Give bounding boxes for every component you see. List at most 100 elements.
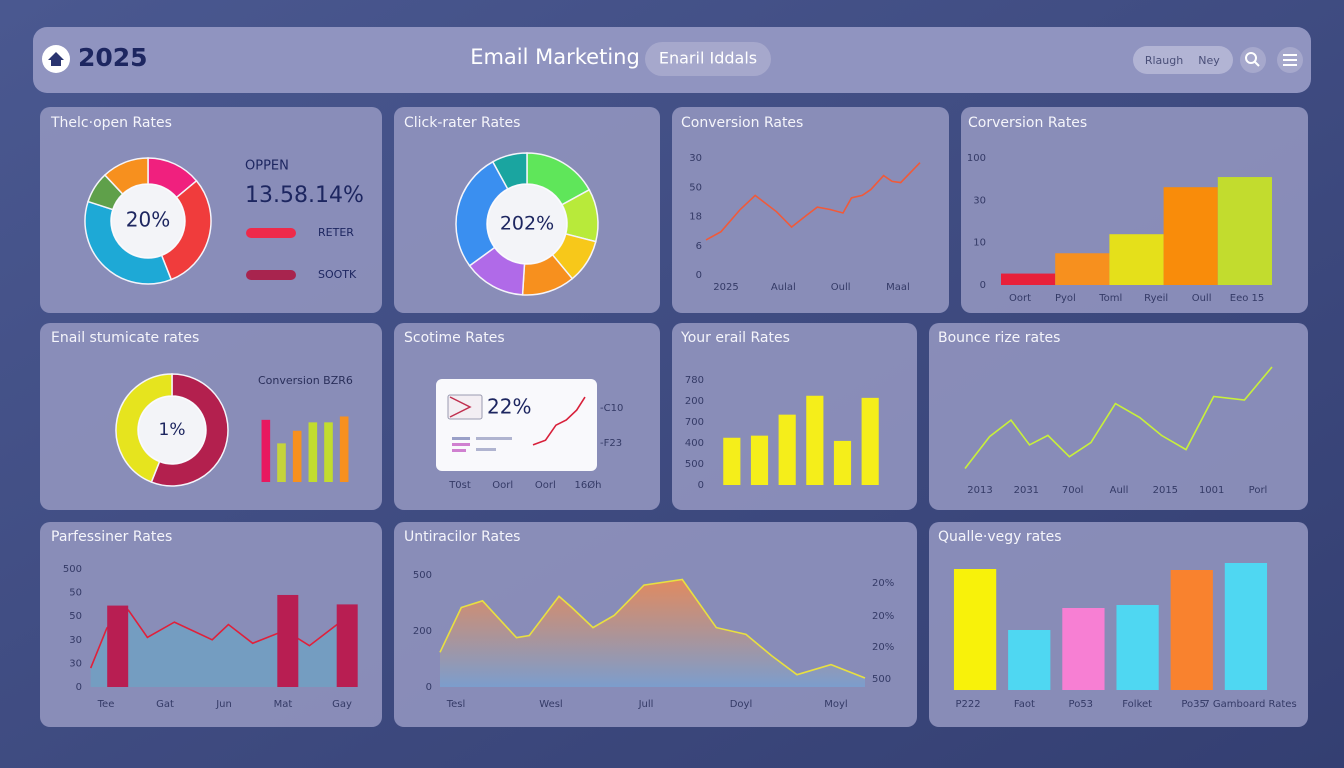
x-tick-label: 2031 (1014, 485, 1039, 496)
menu-glyph (1283, 54, 1297, 66)
panel (672, 107, 949, 313)
x-tick-label: Jull (638, 699, 654, 710)
x-tick-label: 1001 (1199, 485, 1224, 496)
card-line (452, 437, 470, 440)
x-tick-label: Tee (97, 699, 115, 710)
y-tick-label: 780 (685, 375, 704, 386)
x-tick-label: Tesl (446, 699, 466, 710)
chart-title: Conversion BZR6 (258, 374, 353, 387)
y-tick-label: 0 (426, 682, 432, 693)
y-tick-label: 0 (76, 682, 82, 693)
y2-tick-label: 500 (872, 674, 891, 685)
x-tick-label: Doyl (730, 699, 753, 710)
chart-title: Scotime Rates (404, 330, 505, 346)
bar (1224, 563, 1268, 690)
x-tick-label: 16Øh (575, 479, 602, 491)
x-tick-label: Po35 (1181, 699, 1206, 710)
area (440, 579, 865, 687)
bar (1170, 570, 1213, 690)
y-tick-label: 18 (689, 212, 702, 223)
search-text: Ney (1198, 54, 1220, 67)
x-tick-label: Ryeil (1144, 293, 1168, 304)
bar (1217, 177, 1272, 285)
bar (750, 435, 769, 485)
legend-label: RETER (318, 226, 354, 239)
donut-hole (138, 396, 206, 464)
chart-title: Conversion Rates (681, 115, 803, 131)
side-label: -C10 (600, 403, 623, 414)
x-tick-label: Oull (1192, 293, 1212, 304)
legend-swatch (246, 270, 296, 280)
x-tick-label: Aulal (771, 282, 796, 293)
bar (339, 416, 349, 482)
y-tick-label: 0 (696, 270, 702, 281)
y-tick-label: 700 (685, 417, 704, 428)
chart-title: Qualle·vegy rates (938, 529, 1062, 545)
x-tick-label: 2013 (967, 485, 992, 496)
y-tick-label: 30 (973, 195, 986, 206)
bar (1001, 273, 1056, 285)
search-button[interactable] (1240, 47, 1266, 73)
y2-tick-label: 20% (872, 578, 894, 589)
bar (778, 414, 796, 485)
y-tick-label: 500 (685, 459, 704, 470)
x-tick-label: Po53 (1069, 699, 1094, 710)
chart-title: Parfessiner Rates (51, 529, 172, 545)
x-tick-label: Aull (1110, 485, 1129, 496)
y-tick-label: 200 (413, 626, 432, 637)
bar (261, 419, 271, 482)
y-tick-label: 6 (696, 241, 702, 252)
card-line (476, 448, 496, 451)
chart-title: Click-rater Rates (404, 115, 520, 131)
chart-title: Thelc·open Rates (50, 115, 172, 131)
x-tick-label: 2015 (1153, 485, 1178, 496)
y-tick-label: 100 (967, 153, 986, 164)
line (532, 396, 586, 446)
bar (833, 440, 852, 485)
headline: 22% (487, 395, 531, 419)
y-tick-label: 30 (689, 153, 702, 164)
mail-glyph (449, 396, 472, 418)
bar (1163, 187, 1218, 285)
y2-tick-label: 20% (872, 611, 894, 622)
bar (292, 430, 302, 482)
y-tick-label: 50 (69, 611, 82, 622)
x-tick-label: Wesl (539, 699, 562, 710)
bar (308, 422, 318, 482)
panel (40, 522, 382, 727)
bar (336, 604, 358, 687)
x-tick-label: Eeo 15 (1230, 293, 1265, 304)
tab-pill[interactable] (645, 42, 771, 76)
chart-title: Untiracilor Rates (404, 529, 520, 545)
y-tick-label: 500 (63, 564, 82, 575)
line (964, 366, 1273, 469)
chart-title: Enail stumicate rates (51, 330, 199, 346)
y-tick-label: 200 (685, 396, 704, 407)
x-tick-label: Oorl (492, 480, 513, 491)
donut-hole (487, 184, 567, 264)
x-tick-label: Faot (1014, 699, 1035, 710)
center-label: 20% (126, 208, 170, 232)
y-tick-label: 50 (689, 182, 702, 193)
bar (723, 437, 741, 485)
search-box[interactable] (1133, 46, 1233, 74)
x-tick-label: Gay (332, 699, 352, 710)
x-tick-label: Oort (1009, 293, 1031, 304)
chart-title: Your erail Rates (680, 330, 790, 346)
search-glyph (1245, 52, 1257, 64)
y-tick-label: 500 (413, 570, 432, 581)
x-tick-label: Moyl (824, 699, 847, 710)
line (439, 578, 866, 679)
y-tick-label: 0 (698, 480, 704, 491)
tab-label: Enaril Iddals (659, 49, 757, 68)
search-glyph (1254, 61, 1260, 67)
search-text: Rlaugh (1145, 54, 1183, 67)
y-tick-label: 0 (980, 280, 986, 291)
legend-swatch (246, 228, 296, 238)
bar (1055, 253, 1110, 285)
x-tick-label: 70ol (1062, 485, 1084, 496)
header-title: 2025 (78, 43, 148, 72)
card (436, 379, 597, 471)
